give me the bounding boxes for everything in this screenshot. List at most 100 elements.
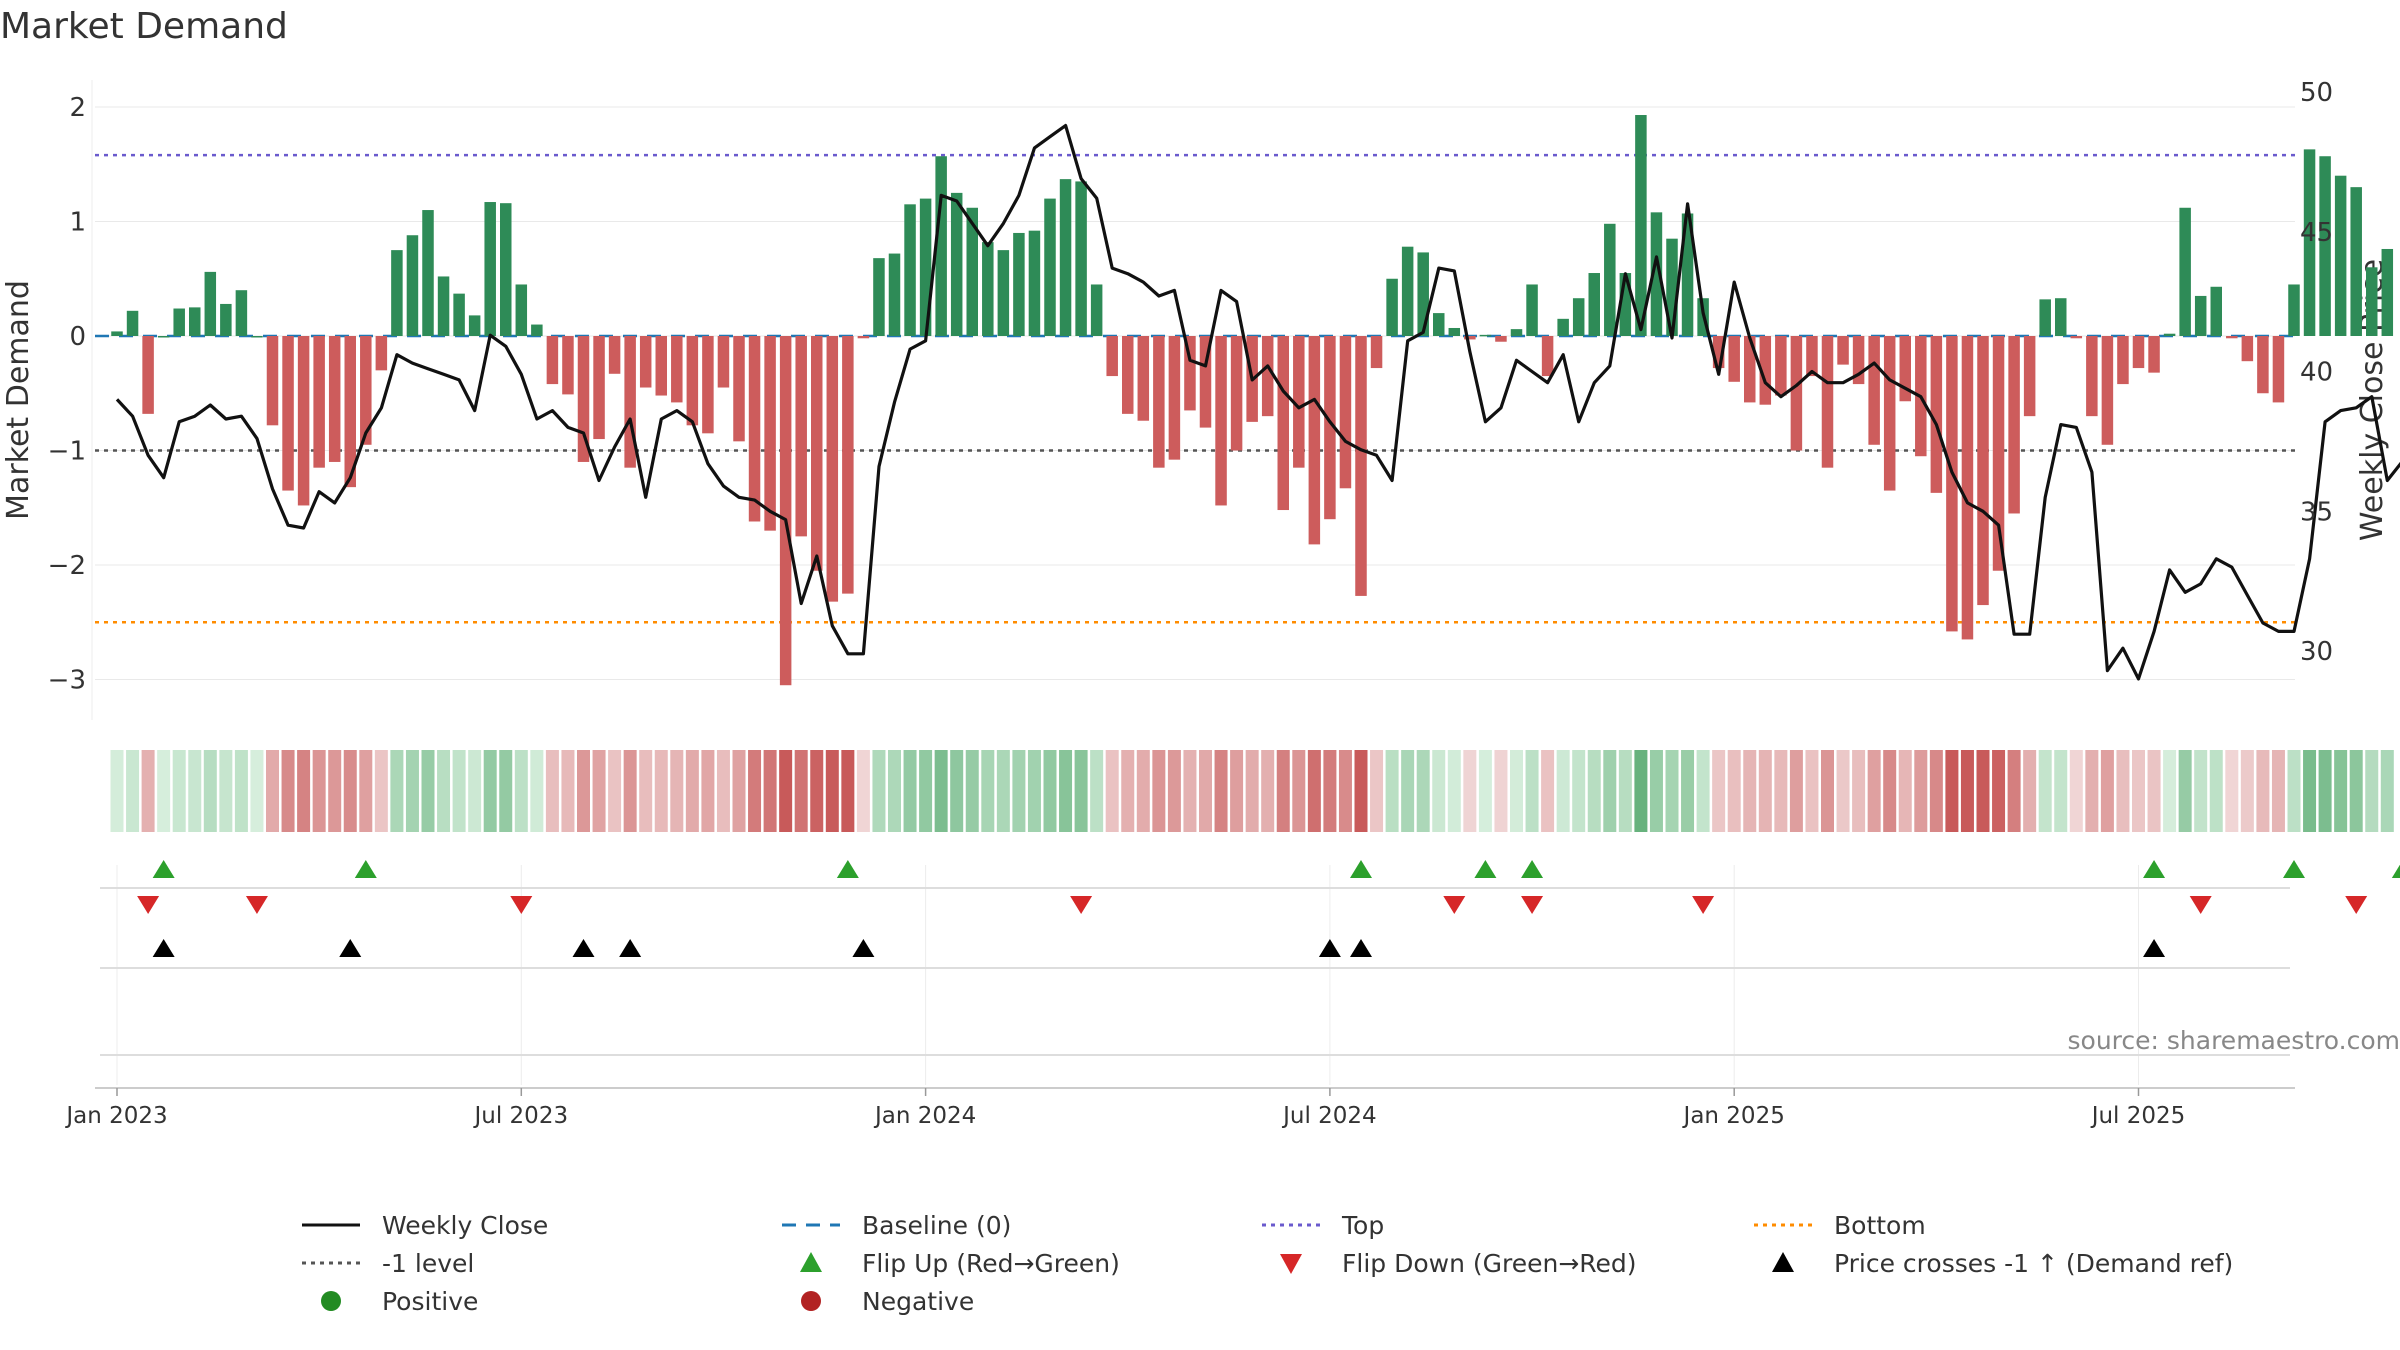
heat-cell <box>670 750 684 832</box>
heat-cell <box>1307 750 1321 832</box>
y2-tick-label: 40 <box>2300 358 2333 388</box>
legend-label: Top <box>1342 1210 1385 1240</box>
heat-cell <box>1572 750 1586 832</box>
heat-cell <box>234 750 248 832</box>
price-cross-marker <box>339 939 362 957</box>
y2-tick-label: 35 <box>2300 497 2333 527</box>
x-tick-label: Jan 2025 <box>1682 1103 1785 1129</box>
heat-cell <box>577 750 590 832</box>
triangle-up-icon <box>800 1252 822 1272</box>
heat-cell <box>188 750 202 832</box>
demand-bar <box>546 336 559 385</box>
demand-bar <box>982 242 994 336</box>
demand-bar <box>173 308 185 336</box>
demand-bar <box>1666 238 1678 336</box>
heat-cell <box>1525 750 1539 832</box>
heat-cell <box>2054 750 2068 832</box>
heat-cell <box>1463 750 1477 832</box>
heat-cell <box>2318 750 2332 832</box>
heat-cell <box>1059 750 1073 832</box>
heat-cell <box>1323 750 1337 832</box>
demand-bar <box>422 210 434 336</box>
legend-item-price-cross: Price crosses -1 ↑ (Demand ref) <box>1752 1248 2233 1278</box>
flip-up-marker <box>2391 864 2400 878</box>
heat-cell <box>1292 750 1306 832</box>
heat-cell <box>2209 750 2223 832</box>
demand-bar <box>2381 248 2394 336</box>
demand-bar <box>1417 252 1429 336</box>
y-tick-label: −1 <box>48 437 86 467</box>
legend-label: Negative <box>862 1286 975 1316</box>
demand-bar <box>1977 336 1989 606</box>
heat-cell <box>203 750 217 832</box>
heat-cell <box>1556 750 1570 832</box>
heat-cell <box>281 750 295 832</box>
heat-cell <box>266 750 279 832</box>
legend-item-negative: Negative <box>780 1286 974 1316</box>
heat-cell <box>841 750 855 832</box>
heat-cell <box>452 750 466 832</box>
flip-down-marker <box>510 896 533 914</box>
legend-label: Flip Up (Red→Green) <box>862 1248 1120 1278</box>
demand-bar <box>779 336 792 686</box>
heat-cell <box>1836 750 1850 832</box>
heat-cell <box>701 750 715 832</box>
heat-cell <box>157 750 171 832</box>
heat-cell <box>1743 750 1757 832</box>
demand-bar <box>624 336 636 468</box>
demand-bar <box>2086 336 2098 417</box>
heat-cell <box>748 750 762 832</box>
heat-cell <box>514 750 528 832</box>
heat-cell <box>297 750 311 832</box>
demand-bars <box>111 115 2394 686</box>
x-tick-label: Jul 2024 <box>1281 1103 1377 1129</box>
flip-up-marker <box>836 860 859 878</box>
demand-bar <box>2117 336 2129 385</box>
heat-cell <box>872 750 886 832</box>
demand-bar <box>1961 336 1974 640</box>
heat-cell <box>1354 750 1368 832</box>
demand-bar <box>1728 336 1740 382</box>
demand-bar <box>2055 298 2067 336</box>
demand-bar <box>157 336 170 338</box>
demand-bar <box>1230 336 1243 451</box>
demand-bar <box>220 303 232 336</box>
heat-cell <box>1914 750 1928 832</box>
heat-cell <box>359 750 373 832</box>
demand-bar <box>811 336 823 571</box>
heat-cell <box>2100 750 2114 832</box>
x-tick-label: Jan 2024 <box>873 1103 976 1129</box>
heat-cell <box>1727 750 1741 832</box>
heat-cell <box>1214 750 1228 832</box>
demand-bar <box>1930 336 1943 493</box>
legend-label: Price crosses -1 ↑ (Demand ref) <box>1834 1248 2234 1278</box>
y2-tick-label: 45 <box>2300 218 2333 248</box>
heat-cell <box>1852 750 1866 832</box>
demand-bar <box>437 276 450 336</box>
flip-up-marker <box>2283 860 2305 878</box>
demand-bar <box>453 293 465 336</box>
heat-cell <box>1960 750 1974 832</box>
heat-cell <box>172 750 186 832</box>
y2-tick-label: 30 <box>2300 637 2333 667</box>
heat-cell <box>141 750 155 832</box>
heat-cell <box>1136 750 1150 832</box>
demand-bar <box>671 336 683 403</box>
legend-label: Baseline (0) <box>862 1210 1012 1240</box>
heat-cell <box>2007 750 2021 832</box>
demand-bar <box>2163 333 2176 336</box>
heat-cell <box>1758 750 1772 832</box>
heat-cell <box>219 750 233 832</box>
demand-bar <box>1806 336 1818 377</box>
legend-item-top: Top <box>1260 1210 1384 1240</box>
demand-bar <box>266 336 279 426</box>
y-tick-label: −2 <box>48 551 86 581</box>
demand-bar <box>1153 336 1165 468</box>
heat-cell <box>1649 750 1663 832</box>
demand-bar <box>1090 284 1103 336</box>
heat-cell <box>654 750 668 832</box>
demand-bar <box>1744 336 1756 403</box>
heat-cell <box>1043 750 1057 832</box>
weekly-close-line <box>115 123 2400 681</box>
heat-cell <box>965 750 979 832</box>
